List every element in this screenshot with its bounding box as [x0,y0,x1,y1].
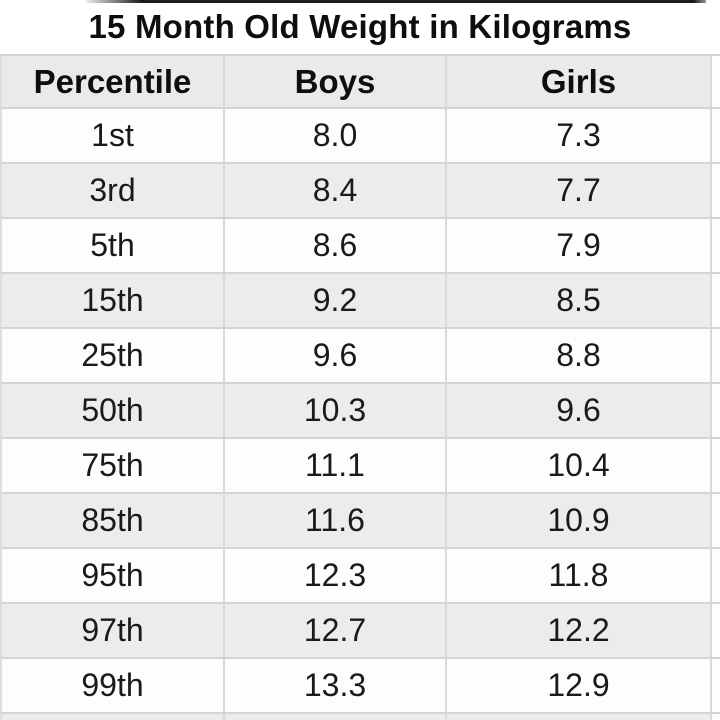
girls-value-cell: 11.8 [445,549,710,602]
table-row: 50th 10.3 9.6 [0,382,720,437]
boys-value-cell: 13.3 [223,659,445,712]
percentile-cell: 95th [81,557,144,593]
table-row: 5th 8.6 7.9 [0,217,720,272]
girls-value-cell: 10.4 [445,439,710,492]
cropped-column-sliver [710,329,720,382]
column-header-percentile: Percentile [33,62,192,100]
percentile-cell: 97th [81,612,144,648]
cropped-column-sliver [710,494,720,547]
cropped-column-sliver [710,439,720,492]
percentile-cell: 85th [81,502,144,538]
girls-value-cell: 7.9 [445,219,710,272]
cropped-column-sliver [710,219,720,272]
girls-value-cell: 12.2 [445,604,710,657]
table-row: 75th 11.1 10.4 [0,437,720,492]
table-title: 15 Month Old Weight in Kilograms [0,0,720,54]
cropped-column-sliver [710,56,720,107]
cropped-column-sliver [710,109,720,162]
table-row: 97th 12.7 12.2 [0,602,720,657]
cropped-top-border [86,0,706,3]
boys-value-cell: 12.3 [223,549,445,602]
table-row: 15th 9.2 8.5 [0,272,720,327]
column-header-boys: Boys [223,56,445,107]
cropped-column-sliver [710,549,720,602]
girls-value-cell: 9.6 [445,384,710,437]
boys-value-cell: 9.6 [223,329,445,382]
boys-value-cell: 12.7 [223,604,445,657]
girls-value-cell: 8.8 [445,329,710,382]
girls-value-cell: 7.7 [445,164,710,217]
percentile-cell: 25th [81,337,144,373]
cropped-column-sliver [710,659,720,712]
table-row: 25th 9.6 8.8 [0,327,720,382]
girls-value-cell: 8.5 [445,274,710,327]
boys-value-cell: 8.0 [223,109,445,162]
percentile-cell: 15th [81,282,144,318]
percentile-cell: 75th [81,447,144,483]
cropped-column-sliver [710,274,720,327]
boys-value-cell: 9.2 [223,274,445,327]
boys-value-cell: 8.6 [223,219,445,272]
percentile-cell: 1st [91,117,134,153]
boys-value-cell: 11.1 [223,439,445,492]
table-header-row: Percentile Boys Girls [0,54,720,107]
cropped-column-sliver [710,384,720,437]
table-row: 99th 13.3 12.9 [0,657,720,712]
girls-value-cell: 7.3 [445,109,710,162]
cropped-column-sliver [710,164,720,217]
cropped-row-sliver [0,712,720,720]
cropped-column-sliver [710,604,720,657]
percentile-cell: 5th [90,227,135,263]
table-row: 95th 12.3 11.8 [0,547,720,602]
table-row: 1st 8.0 7.3 [0,107,720,162]
girls-value-cell: 10.9 [445,494,710,547]
boys-value-cell: 10.3 [223,384,445,437]
table-row: 85th 11.6 10.9 [0,492,720,547]
column-header-girls: Girls [445,56,710,107]
girls-value-cell: 12.9 [445,659,710,712]
percentile-cell: 99th [81,667,144,703]
boys-value-cell: 8.4 [223,164,445,217]
boys-value-cell: 11.6 [223,494,445,547]
percentile-cell: 3rd [89,172,136,208]
percentile-cell: 50th [81,392,144,428]
table-row: 3rd 8.4 7.7 [0,162,720,217]
